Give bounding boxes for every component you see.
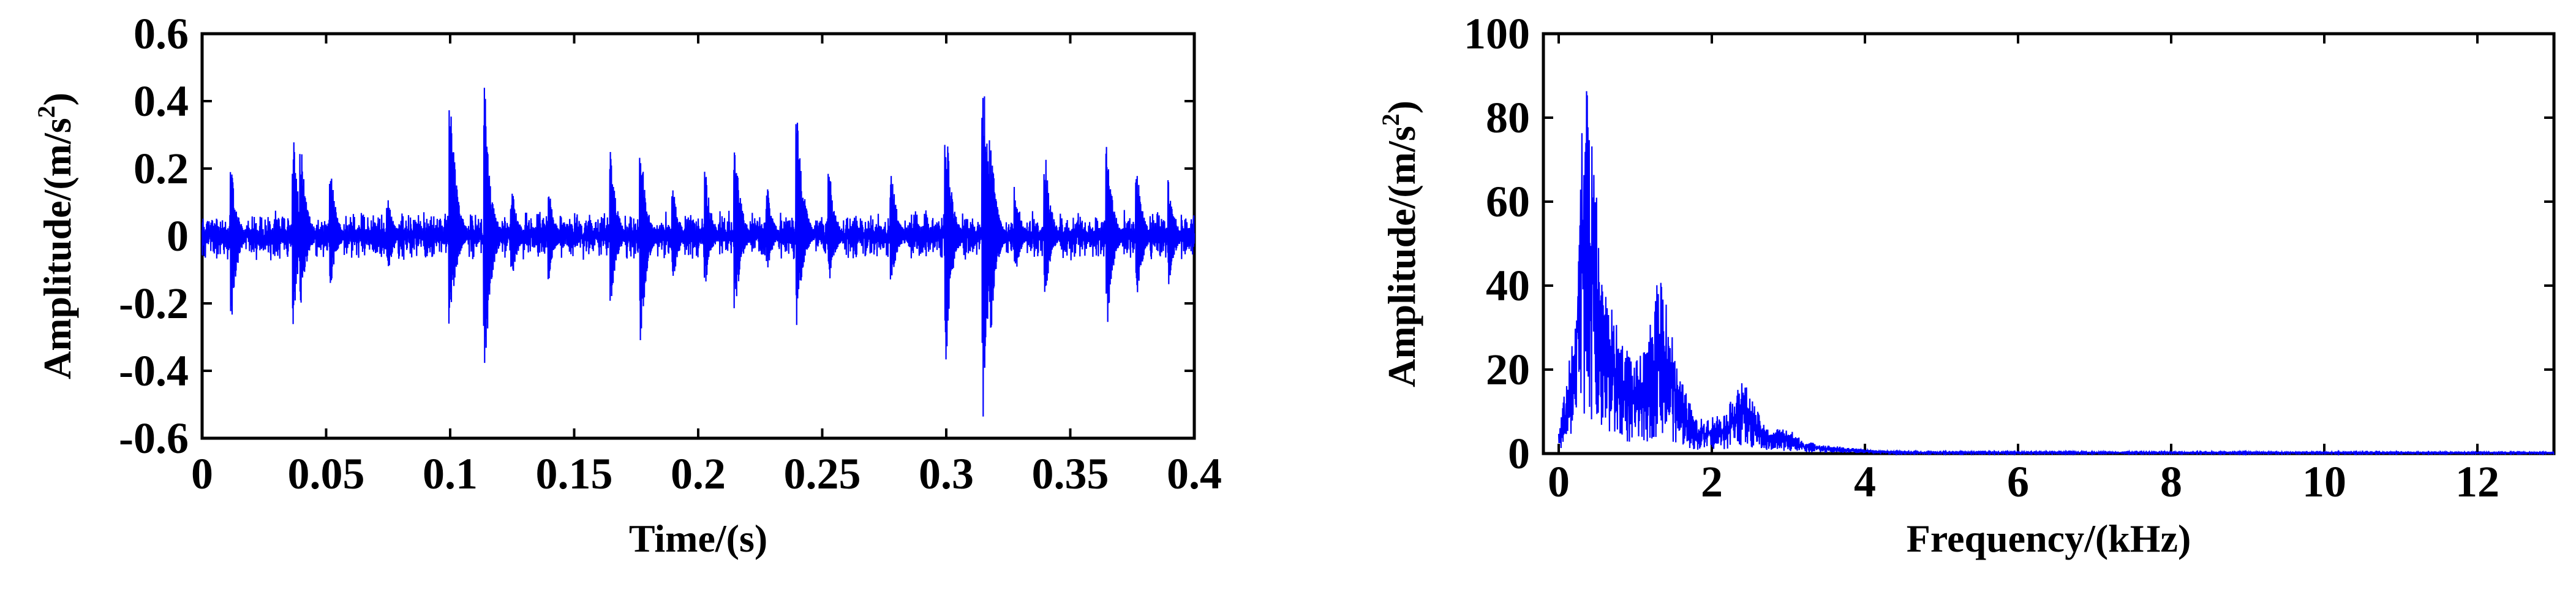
time-x-tick-label: 0.2 [671,449,726,498]
frequency-plot-frame [1542,32,2556,455]
frequency-x-tick-label: 4 [1854,457,1876,506]
time-y-tick-label: -0.6 [119,414,189,463]
time-x-axis-label: Time/(s) [629,517,767,560]
time-y-axis-label-sup: 2 [32,105,60,118]
frequency-spectrum-line [1557,91,2555,457]
frequency-x-axis-label: Frequency/(kHz) [1907,517,2191,560]
frequency-y-tick-label: 60 [1486,177,1530,226]
frequency-y-tick-label: 40 [1486,261,1530,310]
time-y-tick-label: 0.6 [134,9,189,58]
frequency-y-axis-label-end: ) [1380,101,1423,113]
frequency-y-tick-label: 20 [1486,345,1530,394]
time-y-tick-label: 0.4 [134,77,189,126]
frequency-y-tick-label: 100 [1464,9,1530,58]
frequency-x-tick-label: 8 [2160,457,2182,506]
time-y-tick-label: -0.2 [119,279,189,328]
frequency-y-ticks: 0 20 40 60 80 100 [1464,9,2554,478]
time-signal-line [201,88,1196,417]
time-x-tick-label: 0.4 [1167,449,1222,498]
time-y-tick-label: 0 [167,211,189,260]
frequency-x-tick-label: 12 [2455,457,2499,506]
time-domain-chart: 0 0.05 0.1 0.15 0.2 0.25 0.3 0.35 0.4 -0.6-0.4-0… [32,9,1222,560]
time-x-ticks: 0 0.05 0.1 0.15 0.2 0.25 0.3 0.35 0.4 [191,34,1222,498]
time-x-tick-label: 0.15 [536,449,613,498]
frequency-domain-chart: 0 2 4 6 8 10 12 0 20 40 60 80 100 Frequency/(kHz) A… [1377,9,2556,560]
time-y-axis-label-main: Amplitude/(m/s [36,118,79,379]
time-x-tick-label: 0.3 [919,449,974,498]
time-x-tick-label: 0 [191,449,213,498]
time-x-tick-label: 0.1 [423,449,478,498]
frequency-x-tick-label: 10 [2302,457,2346,506]
frequency-y-axis-label-sup: 2 [1377,113,1404,126]
frequency-y-axis-label: Amplitude/(m/s2) [1377,101,1423,387]
frequency-x-tick-label: 6 [2007,457,2029,506]
time-y-ticks: -0.6 -0.4 -0.2 0 0.2 0.4 0.6 [119,9,1194,463]
frequency-y-axis-label-main: Amplitude/(m/s [1380,126,1423,387]
frequency-x-tick-label: 2 [1701,457,1723,506]
time-y-axis-label: Amplitude/(m/s2) [32,93,79,379]
frequency-x-ticks: 0 2 4 6 8 10 12 [1548,34,2499,506]
time-x-tick-label: 0.25 [784,449,861,498]
frequency-x-tick-label: 0 [1548,457,1570,506]
time-y-axis-label-end: ) [36,93,79,105]
time-y-tick-label: -0.4 [119,346,189,395]
time-x-tick-label: 0.05 [288,449,365,498]
frequency-y-tick-label: 80 [1486,93,1530,142]
time-y-tick-label: 0.2 [134,144,189,193]
frequency-y-tick-label: 0 [1508,429,1530,478]
time-x-tick-label: 0.35 [1032,449,1109,498]
